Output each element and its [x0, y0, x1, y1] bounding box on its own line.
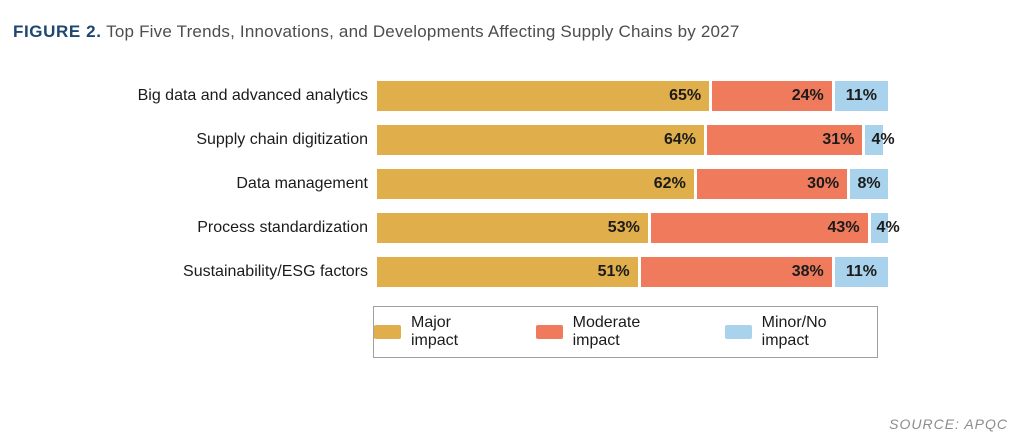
chart-row: Supply chain digitization 64% 31% 4%	[0, 125, 1024, 155]
bar-segment-moderate: 24%	[709, 81, 832, 111]
value-label: 8%	[857, 175, 881, 192]
chart-row: Process standardization 53% 43% 4%	[0, 213, 1024, 243]
bar-rows: Big data and advanced analytics 65% 24% 11%…	[0, 81, 1024, 287]
figure-title-prefix: FIGURE 2.	[13, 22, 102, 41]
bar-segment-moderate: 43%	[647, 213, 868, 243]
bar-track: 62% 30% 8%	[377, 169, 888, 199]
bar-track: 64% 31% 4%	[377, 125, 895, 155]
value-label: 43%	[827, 219, 860, 236]
value-label: 38%	[791, 263, 824, 280]
value-label: 30%	[807, 175, 840, 192]
category-label: Sustainability/ESG factors	[183, 263, 368, 280]
bar-segment-major: 65%	[377, 81, 710, 111]
bar-segment-minor: 11%	[831, 81, 888, 111]
bar-track: 51% 38% 11%	[377, 257, 888, 287]
bar-segment-major: 53%	[377, 213, 648, 243]
bar-track: 65% 24% 11%	[377, 81, 888, 111]
value-label: 4%	[876, 219, 900, 236]
chart-row: Data management 62% 30% 8%	[0, 169, 1024, 199]
category-label: Big data and advanced analytics	[137, 87, 368, 104]
category-label: Supply chain digitization	[196, 131, 368, 148]
value-label: 11%	[845, 87, 877, 104]
bar-segment-moderate: 38%	[637, 257, 832, 287]
value-label: 11%	[845, 263, 877, 280]
source-text: SOURCE: APQC	[889, 416, 1008, 432]
bar-segment-minor: 8%	[847, 169, 888, 199]
chart-row: Big data and advanced analytics 65% 24% 11%	[0, 81, 1024, 111]
value-label: 51%	[597, 263, 630, 280]
figure-page: FIGURE 2. Top Five Trends, Innovations, …	[0, 20, 1024, 435]
legend-label: Moderate impact	[572, 314, 641, 349]
bar-segment-major: 64%	[377, 125, 705, 155]
value-label: 64%	[664, 131, 697, 148]
legend-swatch-moderate	[535, 325, 563, 339]
bar-segment-major: 51%	[377, 257, 638, 287]
category-label: Data management	[236, 175, 368, 192]
bar-segment-moderate: 31%	[704, 125, 863, 155]
bar-segment-minor: 4%	[862, 125, 895, 155]
legend-item: Major impact	[374, 314, 502, 350]
bar-segment-major: 62%	[377, 169, 694, 199]
legend-item: Moderate impact	[535, 314, 691, 350]
value-label: 62%	[653, 175, 686, 192]
legend-swatch-major	[374, 325, 401, 339]
bar-track: 53% 43% 4%	[377, 213, 900, 243]
value-label: 24%	[791, 87, 824, 104]
category-label: Process standardization	[197, 219, 368, 236]
value-label: 65%	[669, 87, 702, 104]
legend-label: Major impact	[411, 314, 459, 349]
legend-label: Minor/No impact	[761, 314, 827, 349]
legend-swatch-minor	[724, 325, 752, 339]
stacked-bar-chart: Big data and advanced analytics 65% 24% 11%…	[0, 81, 1024, 358]
bar-segment-minor: 4%	[867, 213, 900, 243]
bar-segment-moderate: 30%	[693, 169, 848, 199]
value-label: 4%	[871, 131, 895, 148]
value-label: 31%	[822, 131, 855, 148]
figure-title-text: Top Five Trends, Innovations, and Develo…	[101, 22, 740, 41]
value-label: 53%	[607, 219, 640, 236]
chart-row: Sustainability/ESG factors 51% 38% 11%	[0, 257, 1024, 287]
legend-box: Major impact Moderate impact Minor/No impa…	[373, 306, 878, 358]
legend-item: Minor/No impact	[724, 314, 877, 350]
bar-segment-minor: 11%	[831, 257, 888, 287]
figure-title: FIGURE 2. Top Five Trends, Innovations, …	[13, 20, 1024, 44]
